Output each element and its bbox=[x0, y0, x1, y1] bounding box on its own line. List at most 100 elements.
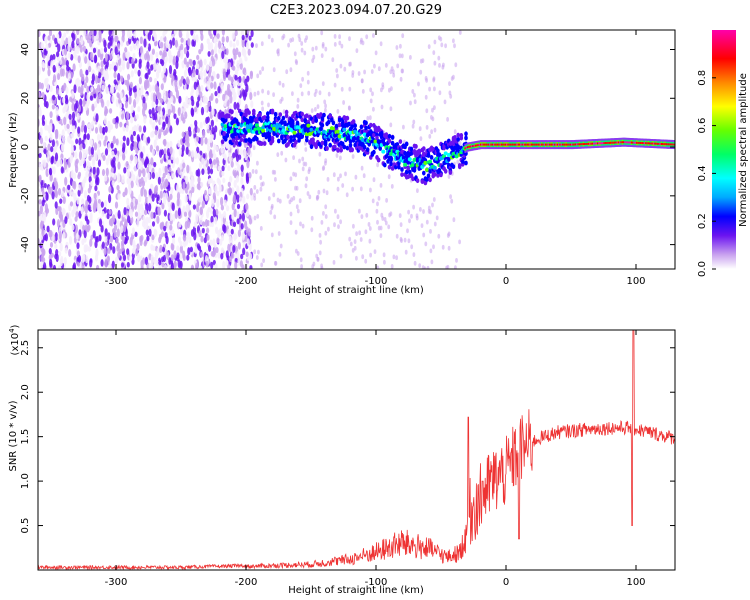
spectrogram-cell bbox=[218, 40, 222, 50]
spectrogram-cell bbox=[83, 133, 87, 140]
spectrogram-cell bbox=[425, 125, 429, 130]
spectrogram-cell bbox=[226, 67, 231, 76]
spectrogram-cell bbox=[412, 167, 417, 173]
spectrogram-cell bbox=[456, 137, 461, 142]
spectrogram-cell bbox=[278, 252, 282, 257]
spectrogram-cell bbox=[64, 216, 68, 225]
spectrogram-cell bbox=[153, 257, 157, 265]
spectrogram-cell bbox=[150, 244, 154, 251]
spectrogram-cell bbox=[110, 167, 114, 173]
spectrogram-cell bbox=[146, 61, 150, 70]
spectrogram-cell bbox=[208, 30, 212, 37]
spectrogram-cell bbox=[351, 186, 354, 192]
spectrogram-cell bbox=[94, 126, 99, 134]
spectrogram-cell bbox=[261, 66, 265, 72]
spectrogram-cell bbox=[411, 176, 415, 182]
spectrogram-cell bbox=[168, 64, 173, 75]
spectrogram-cell bbox=[604, 142, 607, 144]
spectrogram-cell bbox=[206, 123, 210, 130]
spectrogram-cell bbox=[56, 219, 61, 228]
spectrogram-cell bbox=[166, 251, 170, 260]
spectrogram-cell bbox=[126, 61, 130, 70]
spectrogram-cell bbox=[101, 241, 105, 249]
spectrogram-cell bbox=[124, 237, 128, 244]
spectrogram-cell bbox=[350, 124, 354, 130]
snr-y-multiplier-base: (x10 bbox=[10, 333, 21, 356]
snr-frame bbox=[37, 329, 676, 571]
spectrogram-cell bbox=[95, 174, 99, 184]
spectrogram-cell bbox=[344, 171, 347, 177]
spectrogram-cell bbox=[162, 254, 166, 263]
spectrogram-cell bbox=[181, 131, 185, 138]
spectrogram-cell bbox=[179, 186, 183, 194]
spectrogram-cell bbox=[120, 262, 125, 268]
spectrogram-cell bbox=[392, 72, 396, 78]
spectrogram-cell bbox=[201, 168, 205, 175]
spectrogram-cell bbox=[422, 232, 426, 238]
spectrogram-cell bbox=[90, 146, 94, 155]
spectrogram-cell bbox=[634, 141, 637, 144]
spectrogram-cell bbox=[47, 42, 52, 48]
spectrogram-cell bbox=[244, 130, 248, 135]
spectrogram-cell bbox=[438, 90, 442, 96]
spectrogram-cell bbox=[322, 211, 325, 216]
spectrogram-cell bbox=[82, 45, 86, 53]
spectrogram-cell bbox=[190, 95, 194, 102]
spectrogram-cell bbox=[179, 260, 183, 269]
spectrogram-cell bbox=[217, 252, 221, 259]
spectrogram-cell bbox=[543, 143, 546, 146]
spectrogram-cell bbox=[126, 261, 130, 268]
spectrogram-cell bbox=[340, 86, 344, 92]
spectrogram-cell bbox=[256, 90, 260, 96]
spectrogram-cell bbox=[398, 213, 402, 219]
spectrogram-cell bbox=[242, 195, 246, 204]
spectrogram-cell bbox=[262, 115, 267, 120]
spectrogram-cell bbox=[425, 108, 429, 114]
spectrogram-cell bbox=[477, 144, 480, 147]
spectrogram-cell bbox=[170, 187, 174, 195]
spectrogram-cell bbox=[165, 235, 169, 245]
spectrogram-cell bbox=[260, 100, 264, 106]
spectrogram-cell bbox=[175, 117, 179, 126]
spectrogram-cell bbox=[417, 150, 422, 155]
spectrogram-cell bbox=[355, 255, 358, 261]
spectrogram-cell bbox=[464, 147, 467, 150]
spectrogram-cell bbox=[561, 143, 564, 146]
spectrogram-cell bbox=[334, 208, 337, 214]
spectrogram-cell bbox=[493, 143, 495, 146]
spectrogram-cell bbox=[215, 246, 219, 254]
spectrogram-cell bbox=[431, 202, 434, 208]
spectrogram-cell bbox=[418, 126, 422, 132]
spectrogram-cell bbox=[89, 95, 93, 101]
spectrogram-cell bbox=[160, 83, 164, 91]
snr-y-tick-label: 0.5 bbox=[20, 518, 31, 534]
spectrogram-cell bbox=[167, 184, 171, 192]
spectrogram-cell bbox=[167, 172, 171, 180]
spectrogram-cell bbox=[290, 197, 293, 203]
spectrogram-cell bbox=[334, 123, 339, 129]
spectrogram-cell bbox=[617, 141, 620, 144]
spectrogram-cell bbox=[190, 181, 194, 187]
spectrogram-cell bbox=[279, 99, 283, 104]
spectrogram-cell bbox=[250, 30, 254, 38]
spectrogram-cell bbox=[178, 95, 182, 104]
spectrogram-cell bbox=[193, 221, 197, 228]
spectrogram-cell bbox=[404, 169, 409, 175]
spectrogram-cell bbox=[376, 162, 379, 168]
spectrogram-cell bbox=[148, 109, 152, 115]
spectrogram-cell bbox=[433, 86, 436, 92]
spectrogram-cell bbox=[353, 239, 357, 245]
spectrogram-cell bbox=[231, 251, 235, 259]
spectrogram-cell bbox=[659, 142, 662, 145]
spectrogram-cell bbox=[418, 263, 422, 268]
spectrogram-cell bbox=[143, 125, 147, 133]
spectrogram-cell bbox=[652, 142, 655, 145]
spectrogram-cell bbox=[97, 148, 101, 156]
spectrogram-cell bbox=[126, 197, 130, 206]
spectrogram-cell bbox=[70, 169, 74, 179]
spectrogram-x-axis-label: Height of straight line (km) bbox=[288, 285, 424, 296]
spectrogram-cell bbox=[246, 159, 250, 169]
spectrogram-cell bbox=[447, 157, 451, 162]
spectrogram-cell bbox=[411, 123, 415, 129]
